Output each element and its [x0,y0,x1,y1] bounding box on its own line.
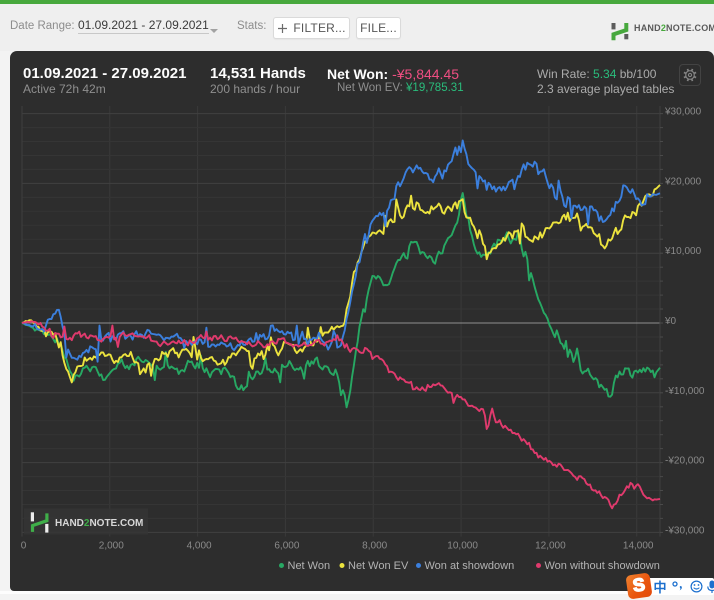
svg-text:¥10,000: ¥10,000 [664,246,702,257]
svg-text:12,000: 12,000 [535,541,566,552]
svg-text:HAND2NOTE.COM: HAND2NOTE.COM [55,518,143,529]
svg-text:¥20,000: ¥20,000 [664,176,702,187]
svg-text:0: 0 [21,541,27,552]
svg-text:6,000: 6,000 [274,541,299,552]
svg-text:14,000: 14,000 [623,541,654,552]
svg-text:Net Won: Net Won [288,560,331,572]
svg-text:-¥10,000: -¥10,000 [665,386,705,397]
svg-text:-¥30,000: -¥30,000 [665,525,705,536]
svg-text:Won at showdown: Won at showdown [425,560,515,572]
svg-text:10,000: 10,000 [447,541,478,552]
svg-text:Net Won EV: Net Won EV [348,560,409,572]
svg-text:8,000: 8,000 [362,541,387,552]
svg-text:4,000: 4,000 [187,541,212,552]
svg-text:-¥20,000: -¥20,000 [665,456,705,467]
svg-text:2,000: 2,000 [99,541,124,552]
svg-text:¥0: ¥0 [664,316,677,327]
svg-text:¥30,000: ¥30,000 [664,107,702,118]
svg-text:Won without showdown: Won without showdown [545,560,660,572]
